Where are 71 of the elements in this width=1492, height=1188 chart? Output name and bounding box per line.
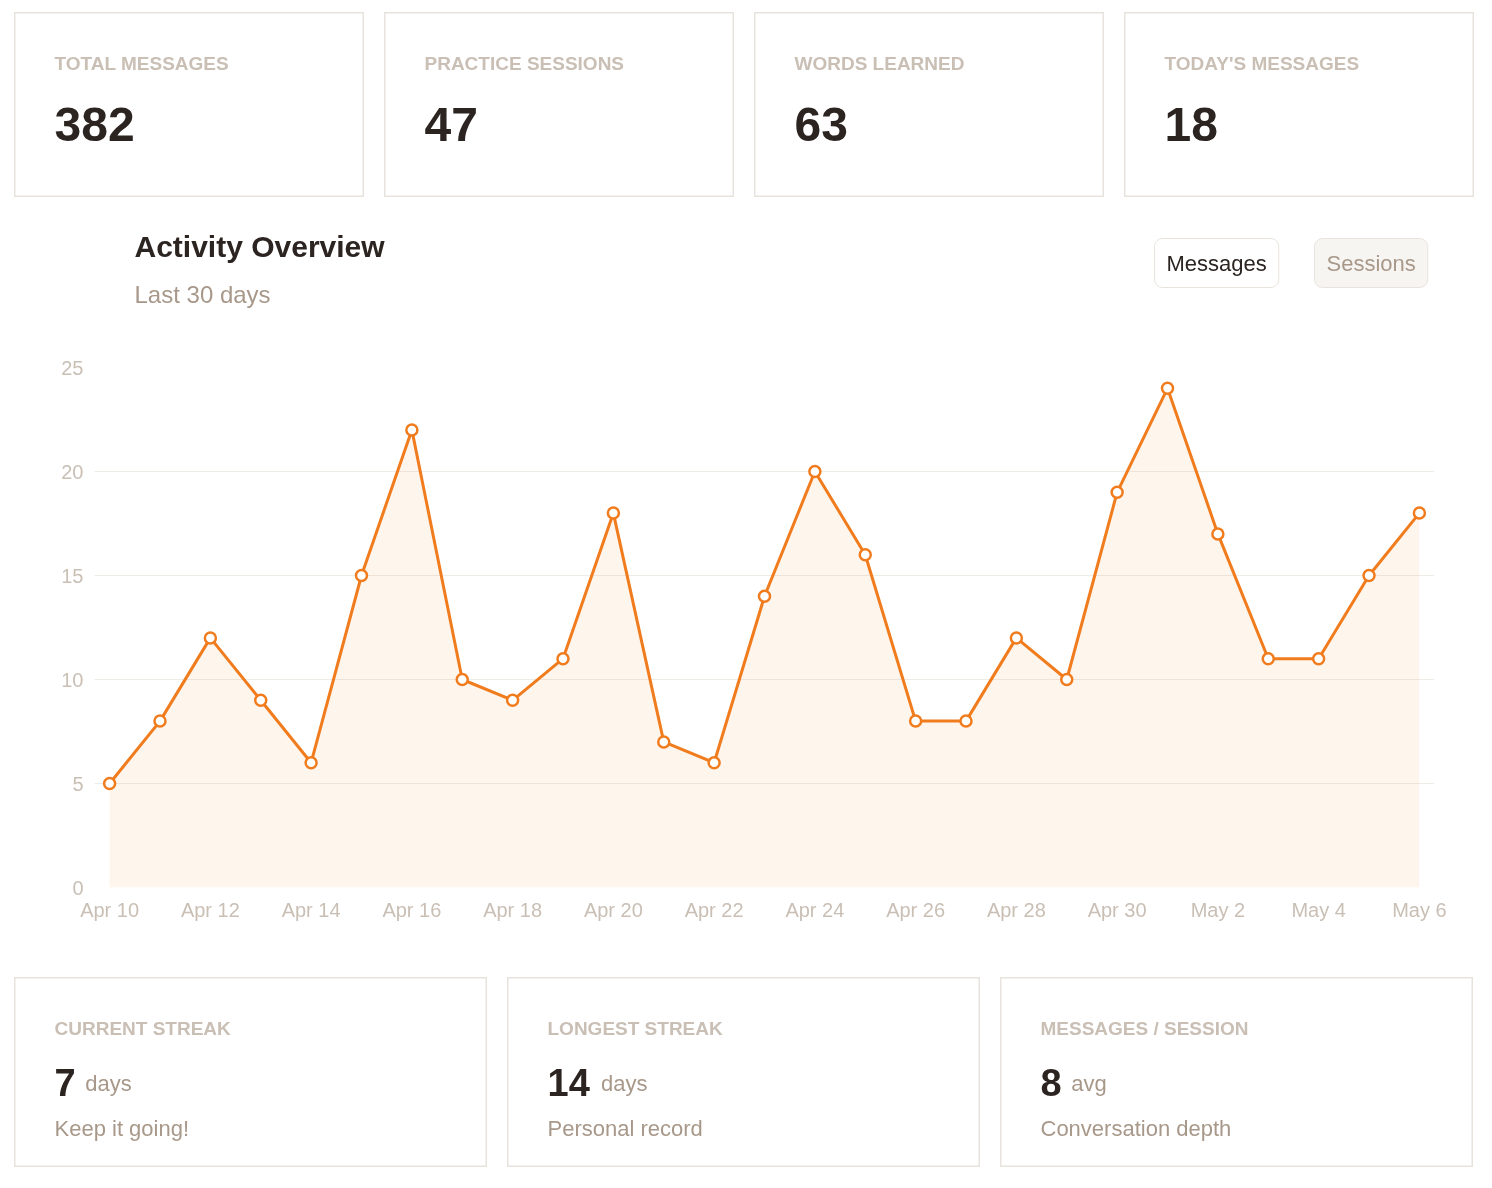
text: TOTAL MESSAGES bbox=[54, 52, 229, 74]
point bbox=[1261, 651, 1276, 666]
text: LONGEST STREAK bbox=[547, 1017, 724, 1039]
text: MESSAGES / SESSION bbox=[1040, 1017, 1249, 1039]
x-tick-label: May 2 bbox=[1190, 898, 1246, 921]
point bbox=[1160, 381, 1175, 396]
text: WORDS LEARNED bbox=[794, 52, 965, 74]
x-tick-label: Apr 16 bbox=[382, 898, 442, 921]
point bbox=[1009, 631, 1024, 645]
point bbox=[1362, 568, 1376, 583]
x-tick-label: Apr 20 bbox=[583, 898, 643, 921]
chart-subtitle: Last 30 days bbox=[134, 280, 271, 308]
text: CURRENT STREAK bbox=[54, 1017, 232, 1039]
x-tick-label: Apr 22 bbox=[684, 898, 744, 921]
point bbox=[354, 568, 369, 583]
point bbox=[1211, 527, 1225, 541]
text: days bbox=[85, 1070, 132, 1096]
x-tick-label: Apr 14 bbox=[281, 898, 341, 921]
point bbox=[304, 755, 318, 770]
text: Conversation depth bbox=[1040, 1115, 1232, 1141]
x-tick-label: May 4 bbox=[1291, 898, 1346, 921]
x-tick-label: May 6 bbox=[1392, 898, 1447, 921]
text: 63 bbox=[794, 97, 848, 151]
text: Messages bbox=[1166, 250, 1267, 276]
point bbox=[908, 714, 923, 728]
point bbox=[253, 693, 268, 708]
point bbox=[808, 464, 822, 479]
point bbox=[1060, 672, 1074, 687]
x-tick-label: Apr 28 bbox=[986, 898, 1046, 921]
text: 47 bbox=[424, 97, 478, 151]
x-tick-label: Apr 18 bbox=[483, 898, 543, 921]
point bbox=[153, 714, 167, 728]
chart-title: Activity Overview bbox=[134, 229, 386, 263]
point bbox=[102, 776, 117, 791]
y-tick-label: 10 bbox=[61, 668, 84, 691]
x-tick-label: Apr 24 bbox=[785, 898, 845, 921]
y-tick-label: 0 bbox=[72, 876, 84, 899]
text: Personal record bbox=[547, 1115, 703, 1141]
x-tick-label: Apr 30 bbox=[1087, 898, 1147, 921]
text: 382 bbox=[54, 97, 135, 151]
point bbox=[1110, 485, 1124, 500]
text: TODAY'S MESSAGES bbox=[1164, 52, 1360, 74]
point bbox=[203, 631, 218, 645]
point bbox=[1412, 506, 1427, 520]
text: 8 bbox=[1040, 1061, 1062, 1104]
text: 18 bbox=[1164, 97, 1218, 151]
point bbox=[959, 714, 973, 728]
point bbox=[858, 547, 872, 562]
text: PRACTICE SESSIONS bbox=[424, 52, 625, 74]
text: 7 bbox=[54, 1061, 76, 1104]
text: 14 bbox=[547, 1061, 590, 1104]
point bbox=[707, 755, 721, 770]
y-tick-label: 25 bbox=[61, 356, 84, 379]
point bbox=[505, 693, 520, 708]
point bbox=[1311, 651, 1326, 666]
x-tick-label: Apr 26 bbox=[886, 898, 946, 921]
y-tick-label: 20 bbox=[61, 460, 84, 483]
text: days bbox=[601, 1070, 648, 1096]
text: avg bbox=[1071, 1070, 1107, 1096]
text: Keep it going! bbox=[54, 1115, 190, 1141]
text: Sessions bbox=[1326, 250, 1416, 276]
point bbox=[657, 735, 671, 749]
point bbox=[556, 651, 570, 666]
point bbox=[757, 589, 772, 604]
x-tick-label: Apr 12 bbox=[180, 898, 240, 921]
x-tick-label: Apr 10 bbox=[80, 898, 140, 921]
point bbox=[606, 506, 621, 520]
point bbox=[405, 423, 419, 437]
point bbox=[455, 672, 469, 687]
y-tick-label: 5 bbox=[72, 772, 84, 795]
y-tick-label: 15 bbox=[61, 564, 84, 587]
